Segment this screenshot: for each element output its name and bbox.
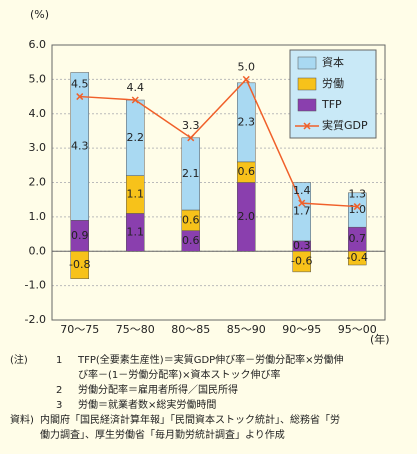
y-tick-label: -2.0 <box>25 313 46 326</box>
legend-label: 資本 <box>322 55 344 69</box>
data-label: -0.6 <box>291 255 312 268</box>
y-tick-label: 4.0 <box>29 107 47 120</box>
note-text: TFP(全要素生産性)＝実質GDP伸び率－労働分配率×労働伸 <box>77 353 344 366</box>
marker <box>242 75 250 83</box>
y-tick-label: -1.0 <box>25 279 46 292</box>
data-label: 2.2 <box>127 131 145 144</box>
y-tick-label: 5.0 <box>29 72 47 85</box>
y-unit: (%) <box>30 8 49 21</box>
legend-label: TFP <box>321 98 342 111</box>
note-number: 3 <box>56 400 62 411</box>
x-tick-label: 95～00 <box>338 323 377 336</box>
data-label: 1.1 <box>127 188 145 201</box>
data-label: 0.3 <box>293 239 311 252</box>
x-tick-label: 70～75 <box>60 323 99 336</box>
bar-segment <box>292 251 311 273</box>
legend-swatch <box>297 98 317 112</box>
bar-segment <box>348 192 367 228</box>
data-label: 2.0 <box>238 210 256 223</box>
legend-marker <box>303 122 311 130</box>
line <box>79 78 358 208</box>
data-label: 0.6 <box>182 213 200 226</box>
bar-segment <box>237 82 256 163</box>
data-label: 2.1 <box>182 167 200 180</box>
data-label: -0.4 <box>347 251 368 264</box>
data-label: 0.9 <box>71 229 89 242</box>
marker <box>187 134 195 142</box>
data-label: 4.3 <box>71 139 89 152</box>
bar-segment <box>348 251 367 266</box>
y-tick-label: 2.0 <box>29 176 47 189</box>
bar-segment <box>70 251 89 279</box>
source-text: 働力調査」、厚生労働省「毎月勤労統計調査」より作成 <box>40 428 285 441</box>
x-tick-label: 90～95 <box>282 323 321 336</box>
note-number: 1 <box>56 355 62 366</box>
legend-label: 労働 <box>322 76 344 90</box>
note-text: 労働＝就業者数×総実労働時間 <box>78 398 216 411</box>
legend-swatch <box>297 77 317 91</box>
legend-label: 実質GDP <box>322 118 368 132</box>
note-text: び率－(1－労働分配率)×資本ストック伸び率 <box>78 368 281 381</box>
data-label: 2.3 <box>238 115 256 128</box>
marker <box>298 199 306 207</box>
y-tick-label: 0.0 <box>29 244 47 257</box>
legend-swatch <box>297 56 317 70</box>
data-label: 0.6 <box>182 234 200 247</box>
x-tick-label: 75～80 <box>116 323 155 336</box>
data-label: 1.1 <box>127 225 145 238</box>
data-label: 0.7 <box>349 232 367 245</box>
note-text: 労働分配率＝雇用者所得／国民所得 <box>78 383 238 396</box>
data-label: 1.3 <box>349 188 367 201</box>
data-label: 1.0 <box>349 203 367 216</box>
source-text: 内閣府「国民経済計算年報」「民間資本ストック統計」、総務省「労 <box>40 413 340 426</box>
source-label: 資料) <box>10 413 34 426</box>
x-tick-label: 85～90 <box>227 323 266 336</box>
marker <box>353 203 361 211</box>
marker <box>76 93 84 101</box>
x-tick-label: 80～85 <box>171 323 210 336</box>
plot-frame <box>51 44 386 321</box>
data-label: 1.7 <box>293 205 311 218</box>
data-label: 5.0 <box>238 60 256 73</box>
note-label: (注) <box>10 353 28 366</box>
data-label: 4.4 <box>127 81 145 94</box>
bar-segment <box>70 72 89 221</box>
y-tick-label: 6.0 <box>29 38 47 51</box>
data-label: -0.8 <box>69 258 90 271</box>
bar-segment <box>292 182 311 242</box>
y-tick-label: 3.0 <box>29 141 47 154</box>
data-label: 1.4 <box>293 184 311 197</box>
y-tick-label: 1.0 <box>29 210 47 223</box>
marker <box>131 96 139 104</box>
note-number: 2 <box>56 385 62 396</box>
data-label: 4.5 <box>71 78 89 91</box>
data-label: 3.3 <box>182 119 200 132</box>
x-unit: (年) <box>370 332 390 346</box>
data-label: 0.6 <box>238 165 256 178</box>
